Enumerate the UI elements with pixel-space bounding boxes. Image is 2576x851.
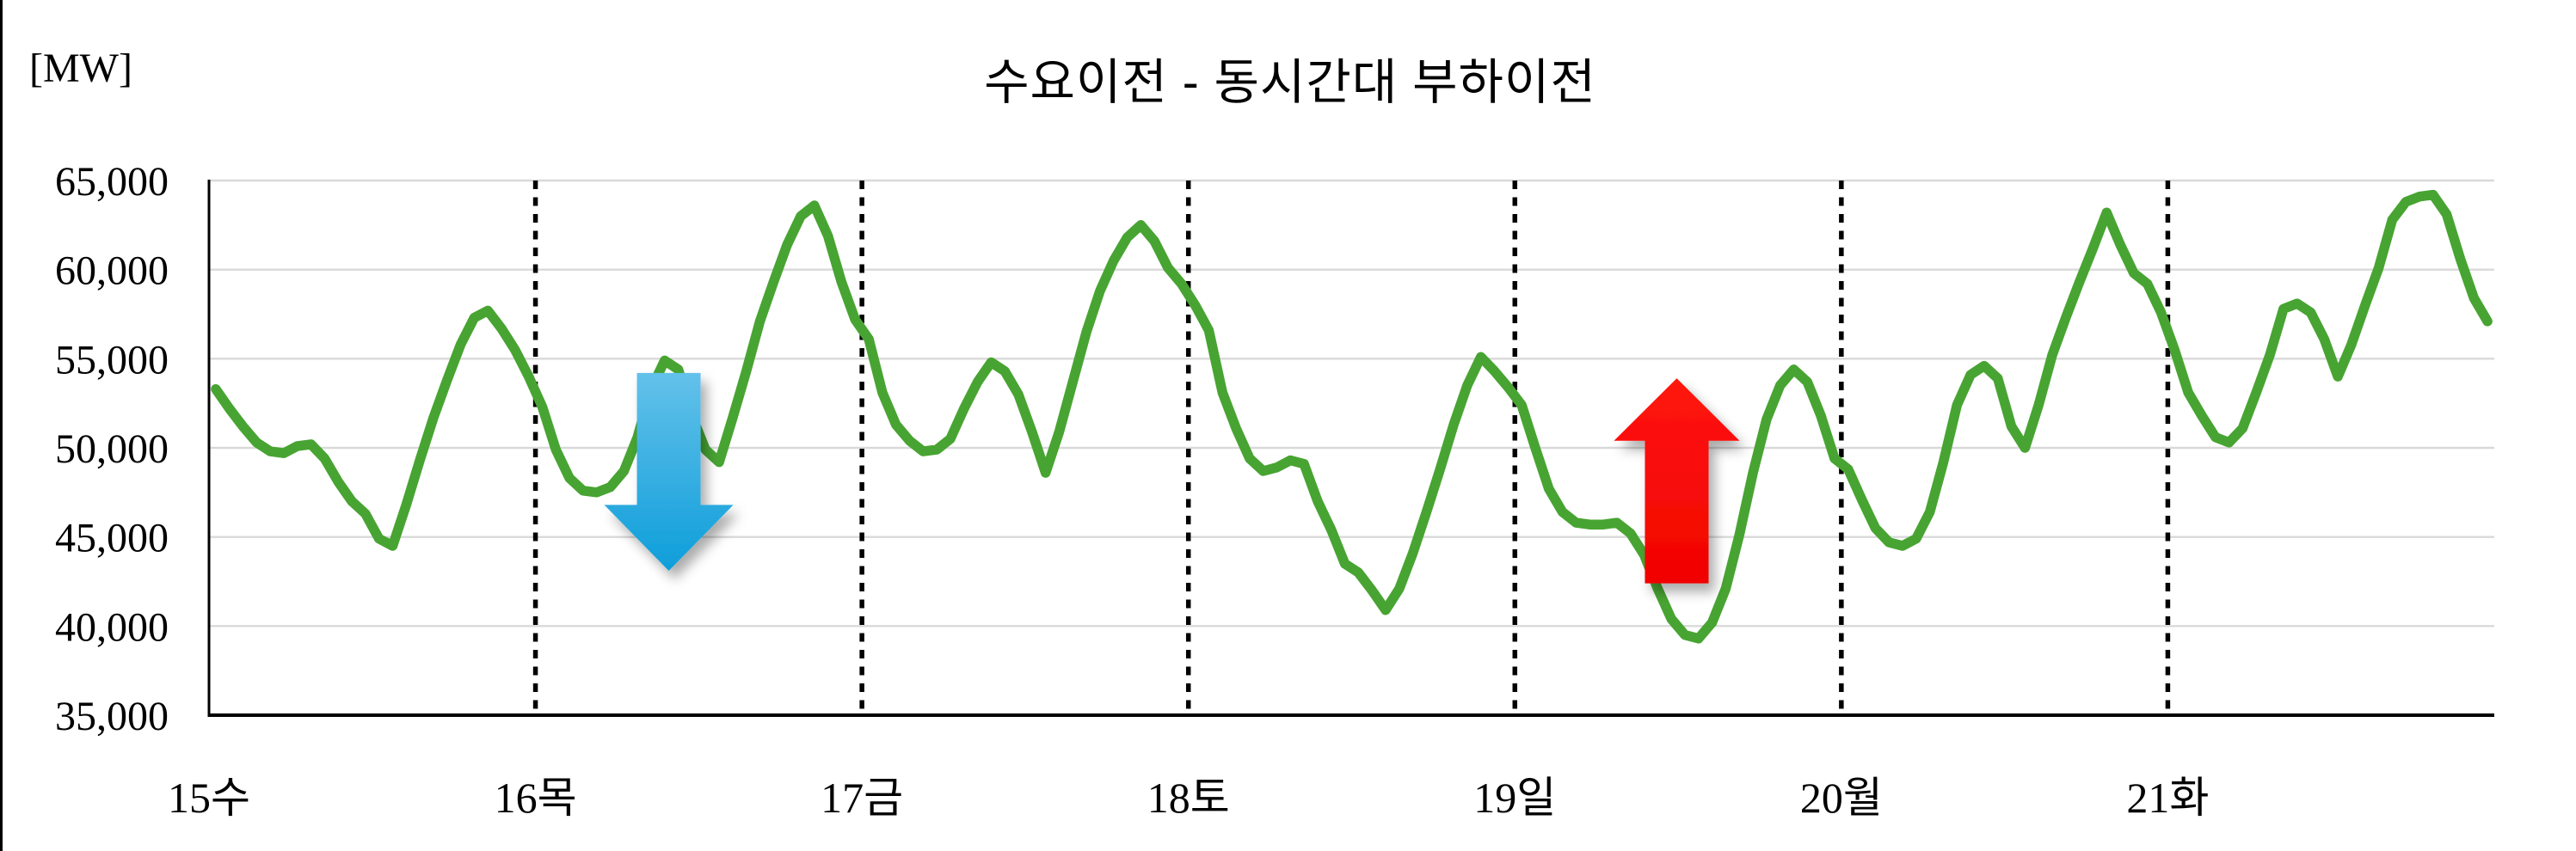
x-day-label: 20월 — [1800, 774, 1883, 822]
gridlines — [209, 179, 2494, 628]
x-day-label: 17금 — [821, 774, 903, 822]
x-day-labels: 15수 16목 17금 18토 19일 20월 21화 — [168, 774, 2209, 822]
annotation-arrows — [604, 372, 1740, 584]
axes — [207, 180, 2494, 717]
red-up-arrow — [1614, 378, 1740, 584]
page-left-border — [0, 0, 3, 851]
y-tick-label: 50,000 — [55, 426, 169, 472]
y-tick-label: 60,000 — [55, 248, 169, 294]
y-tick-label: 65,000 — [55, 159, 169, 205]
load-curve — [211, 189, 2493, 644]
x-day-label: 21화 — [2126, 774, 2209, 822]
y-tick-labels: 65,000 60,000 55,000 50,000 45,000 40,000 35,0… — [55, 159, 169, 739]
x-day-label: 16목 — [495, 774, 577, 822]
x-day-label: 15수 — [168, 774, 250, 822]
y-tick-label: 35,000 — [55, 694, 169, 739]
y-tick-label: 40,000 — [55, 604, 169, 650]
y-tick-label: 55,000 — [55, 337, 169, 383]
day-separators — [532, 181, 2171, 715]
load-series — [211, 189, 2493, 644]
chart-title: 수요이전 - 동시간대 부하이전 — [984, 55, 1596, 110]
x-day-label: 19일 — [1473, 774, 1556, 822]
y-axis-unit-label: [MW] — [29, 46, 132, 91]
y-tick-label: 45,000 — [55, 516, 169, 561]
x-day-label: 18토 — [1147, 774, 1230, 822]
blue-down-arrow — [604, 372, 734, 572]
